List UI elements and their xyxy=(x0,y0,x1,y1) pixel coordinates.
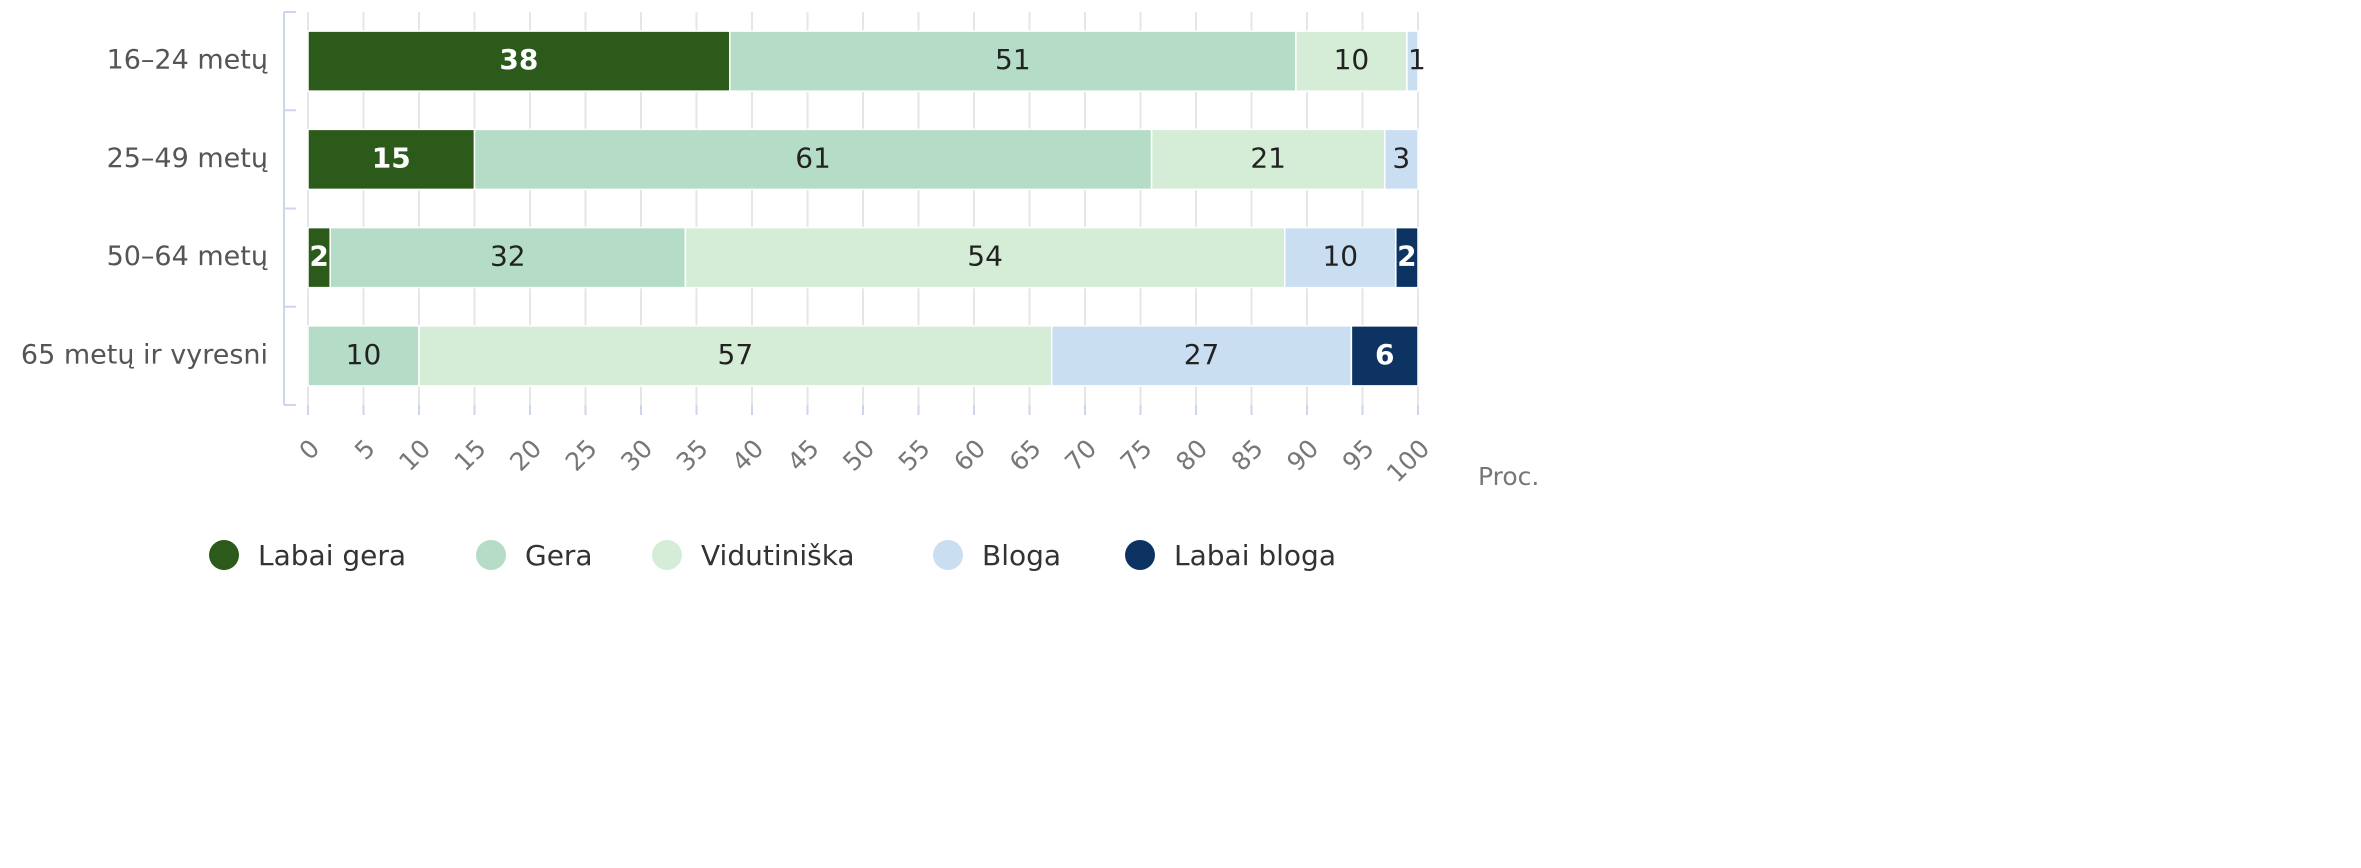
x-tick-label: 75 xyxy=(1115,434,1158,477)
bar-segment xyxy=(1050,325,1353,387)
x-axis-label: Proc. xyxy=(1478,462,1539,491)
x-tick-label: 10 xyxy=(393,434,436,477)
bar-segment xyxy=(1350,325,1419,387)
x-tick-label: 20 xyxy=(504,434,547,477)
x-tick-label: 65 xyxy=(1004,434,1047,477)
bar-segment xyxy=(329,226,687,289)
x-tick-label: 70 xyxy=(1059,434,1102,477)
bar-segment xyxy=(473,128,1153,191)
y-tick-label: 16–24 metų xyxy=(107,45,268,76)
bar-segment xyxy=(307,325,420,387)
bar-segment xyxy=(418,325,1053,387)
x-tick-label: 95 xyxy=(1337,434,1380,477)
data-label: 10 xyxy=(346,338,382,371)
legend-label: Labai gera xyxy=(258,539,406,572)
legend-marker xyxy=(209,540,239,570)
bar-segment xyxy=(307,128,476,191)
y-tick-label: 65 metų ir vyresni xyxy=(21,339,268,370)
y-tick-label: 25–49 metų xyxy=(107,143,268,174)
data-label: 27 xyxy=(1184,338,1220,371)
data-label: 32 xyxy=(490,240,526,273)
bar-segment xyxy=(1383,128,1419,191)
x-tick-label: 30 xyxy=(615,434,658,477)
x-tick-label: 55 xyxy=(893,434,936,477)
legend-marker xyxy=(476,540,506,570)
legend-label: Labai bloga xyxy=(1174,539,1336,572)
x-tick-label: 45 xyxy=(782,434,825,477)
legend-marker xyxy=(933,540,963,570)
data-label: 54 xyxy=(967,240,1003,273)
data-label: 6 xyxy=(1375,338,1394,371)
data-label: 2 xyxy=(309,240,328,273)
data-label: 21 xyxy=(1250,141,1286,174)
bar-segment xyxy=(1284,226,1397,289)
x-tick-label: 50 xyxy=(837,434,880,477)
data-label: 10 xyxy=(1334,43,1370,76)
x-tick-label: 5 xyxy=(349,434,381,466)
x-tick-label: 0 xyxy=(293,434,325,466)
x-tick-label: 90 xyxy=(1281,434,1324,477)
x-tick-label: 60 xyxy=(948,434,991,477)
bar-segment xyxy=(1395,226,1419,289)
legend-marker xyxy=(652,540,682,570)
data-label: 57 xyxy=(718,338,754,371)
x-tick-label: 85 xyxy=(1226,434,1269,477)
x-tick-label: 40 xyxy=(726,434,769,477)
bar-segment xyxy=(684,226,1286,289)
data-label: 3 xyxy=(1392,141,1410,174)
legend-label: Gera xyxy=(525,539,593,572)
data-label: 38 xyxy=(499,43,538,76)
y-tick-label: 50–64 metų xyxy=(107,241,268,272)
legend-label: Vidutiniška xyxy=(701,539,855,572)
data-label: 61 xyxy=(795,141,831,174)
bar-segment xyxy=(1150,128,1386,191)
bar-segment xyxy=(729,30,1297,92)
data-label: 51 xyxy=(995,43,1031,76)
x-tick-label: 15 xyxy=(449,434,492,477)
bar-segment xyxy=(307,30,731,92)
legend-label: Bloga xyxy=(982,539,1061,572)
data-label: 15 xyxy=(372,141,411,174)
legend-marker xyxy=(1125,540,1155,570)
data-label: 1 xyxy=(1408,43,1426,76)
x-tick-label: 35 xyxy=(671,434,714,477)
x-tick-label: 100 xyxy=(1381,434,1435,488)
x-tick-label: 25 xyxy=(560,434,603,477)
data-label: 10 xyxy=(1322,240,1358,273)
x-tick-label: 80 xyxy=(1170,434,1213,477)
data-label: 2 xyxy=(1397,240,1416,273)
bar-segment xyxy=(1406,30,1419,92)
